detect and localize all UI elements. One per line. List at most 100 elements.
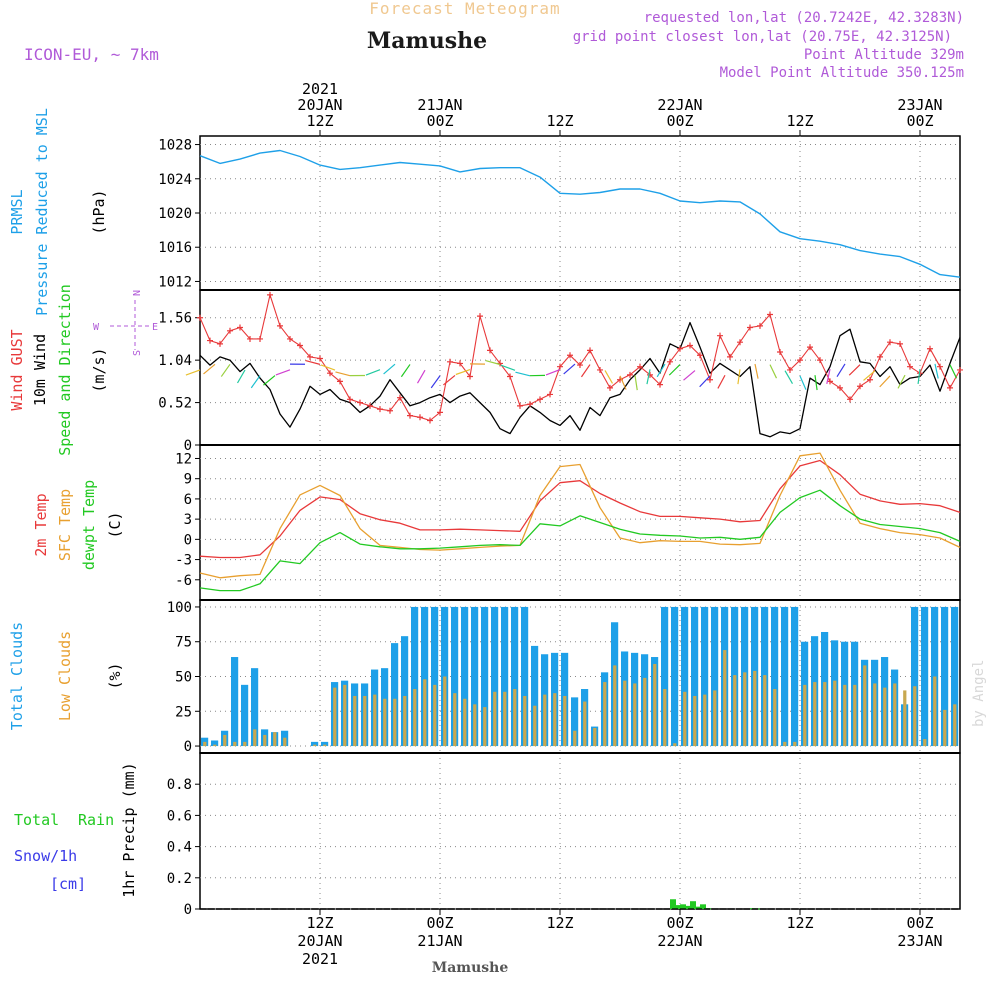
total-cloud-bar bbox=[231, 657, 239, 747]
requested-coords: requested lon,lat (20.7242E, 42.3283N) bbox=[644, 10, 964, 26]
temp-ytick-label: 6 bbox=[184, 492, 192, 508]
top-time-label: 23JAN bbox=[897, 96, 942, 114]
top-time-label: 12Z bbox=[306, 112, 333, 130]
low-cloud-bar bbox=[913, 686, 917, 747]
gust-marker bbox=[467, 373, 473, 380]
pressure-ytick-label: 1024 bbox=[158, 172, 192, 188]
temp-ytick-label: -3 bbox=[175, 553, 192, 569]
wind-direction-arrow bbox=[604, 370, 614, 384]
gust-marker bbox=[727, 353, 733, 360]
temp-ytick-label: 3 bbox=[184, 512, 192, 528]
gust-marker bbox=[897, 340, 903, 347]
gust-marker bbox=[377, 406, 383, 413]
forecast-title: Forecast Meteogram bbox=[369, 0, 560, 18]
low-cloud-bar bbox=[613, 665, 617, 747]
pressure-long-label: Pressure Reduced to MSL bbox=[33, 108, 51, 316]
gust-marker bbox=[937, 363, 943, 370]
wind-direction-arrow bbox=[485, 359, 501, 366]
low-cloud-bar bbox=[493, 691, 497, 747]
low-cloud-bar bbox=[903, 690, 907, 747]
total-cloud-bar bbox=[691, 606, 699, 747]
low-cloud-bar bbox=[223, 734, 227, 747]
bottom-time-label: 12Z bbox=[546, 914, 573, 932]
low-cloud-bar bbox=[873, 683, 877, 747]
gust-marker bbox=[287, 335, 293, 342]
t2m-label: 2m Temp bbox=[32, 493, 50, 556]
total-cloud-bar bbox=[711, 606, 719, 747]
low-cloud-bar bbox=[703, 694, 707, 747]
total-cloud-bar bbox=[211, 740, 219, 747]
bottom-time-label: 12Z bbox=[786, 914, 813, 932]
wind-direction-arrow bbox=[185, 369, 201, 376]
gust-marker bbox=[777, 349, 783, 355]
low-cloud-bar bbox=[723, 650, 727, 747]
temp-frame bbox=[199, 444, 961, 601]
bottom-time-label: 00Z bbox=[666, 914, 693, 932]
precip-total-label: Total bbox=[14, 811, 59, 829]
low-cloud-bar bbox=[333, 687, 337, 747]
temp-ytick-label: 0 bbox=[184, 532, 192, 548]
rain-bar bbox=[695, 906, 701, 909]
top-time-label: 00Z bbox=[666, 112, 693, 130]
total-cloud-bar bbox=[511, 606, 519, 747]
total-cloud-bar bbox=[411, 606, 419, 747]
bottom-time-label: 00Z bbox=[906, 914, 933, 932]
pressure-unit-label: (hPa) bbox=[90, 189, 108, 234]
cloud-ytick-label: 75 bbox=[175, 635, 192, 651]
gust-marker bbox=[607, 384, 613, 391]
gust-marker bbox=[397, 394, 403, 401]
low-cloud-bar bbox=[533, 705, 537, 747]
wind-direction-arrow bbox=[917, 368, 921, 385]
gust-marker bbox=[337, 378, 343, 385]
low-cloud-bar bbox=[203, 741, 207, 747]
pressure-ytick-label: 1028 bbox=[158, 138, 192, 154]
low-cloud-bar bbox=[383, 698, 387, 747]
low-cloud-bar bbox=[273, 732, 277, 747]
top-time-label: 2021 bbox=[302, 80, 338, 98]
low-cloud-bar bbox=[743, 672, 747, 747]
pressure-ytick-label: 1016 bbox=[158, 240, 192, 256]
wind-ytick-label: 1.56 bbox=[158, 311, 192, 327]
gust-marker bbox=[347, 396, 353, 403]
gust-marker bbox=[637, 363, 643, 370]
wind-speed-line bbox=[199, 321, 961, 438]
wind-ytick-label: 0 bbox=[184, 438, 192, 454]
top-time-label: 22JAN bbox=[657, 96, 702, 114]
low-cloud-bar bbox=[633, 683, 637, 747]
low-cloud-bar bbox=[323, 744, 327, 747]
rain-bar bbox=[680, 904, 686, 909]
wind-direction-arrow bbox=[836, 363, 846, 377]
cloud-ytick-label: 0 bbox=[184, 739, 192, 755]
low-cloud-bar bbox=[693, 695, 697, 747]
total-cloud-bar bbox=[791, 606, 799, 747]
wind-direction-arrow bbox=[545, 368, 561, 376]
low-cloud-bar bbox=[603, 682, 607, 747]
gust-marker bbox=[957, 366, 963, 373]
precip-ytick-label: 0.2 bbox=[167, 871, 192, 887]
wind-direction-arrow bbox=[668, 364, 681, 376]
precip-ytick-label: 0 bbox=[184, 902, 192, 918]
low-cloud-bar bbox=[353, 695, 357, 747]
wind-direction-arrow bbox=[634, 375, 638, 391]
gust-marker bbox=[197, 314, 203, 321]
low-cloud-bar bbox=[823, 682, 827, 747]
low-cloud-bar bbox=[413, 689, 417, 747]
total-cloud-bar bbox=[421, 606, 429, 747]
t2m-line bbox=[199, 459, 961, 559]
gust-marker bbox=[787, 366, 793, 373]
gust-marker bbox=[837, 384, 843, 391]
gust-marker bbox=[487, 347, 493, 354]
low-cloud-bar bbox=[933, 676, 937, 747]
bottom-time-label: 00Z bbox=[426, 914, 453, 932]
total-cloud-bar bbox=[501, 606, 509, 747]
wind-direction-arrow bbox=[934, 363, 939, 379]
low-cloud-bar bbox=[523, 695, 527, 747]
gust-marker bbox=[277, 322, 283, 329]
low-cloud-bar bbox=[453, 693, 457, 747]
compass-east: E bbox=[152, 322, 158, 333]
point-altitude: Point Altitude 329m bbox=[804, 47, 964, 63]
wind-direction-arrow bbox=[455, 369, 471, 376]
gust-marker bbox=[367, 402, 373, 409]
wind-ytick-label: 1.04 bbox=[158, 353, 192, 369]
wind-direction-arrow bbox=[250, 375, 261, 389]
